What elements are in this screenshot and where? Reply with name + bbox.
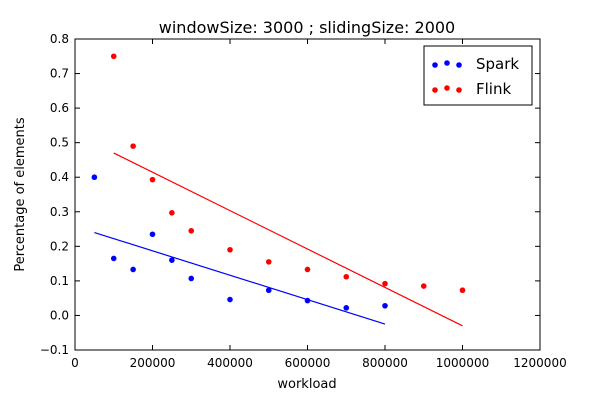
spark-point — [265, 287, 272, 294]
y-tick-label: −0.1 — [40, 343, 69, 357]
flink-point — [227, 246, 233, 253]
spark-point — [130, 266, 136, 273]
y-axis-label: Percentage of elements — [13, 117, 28, 272]
flink-fit-line — [113, 152, 463, 327]
legend-spark-marker — [456, 62, 462, 68]
flink-point — [149, 176, 156, 183]
legend-spark-marker — [444, 60, 450, 66]
legend-box — [423, 45, 533, 106]
x-axis-label: workload — [277, 377, 336, 392]
spark-point — [110, 255, 117, 262]
x-tick-label: 600000 — [285, 356, 331, 370]
flink-point — [188, 227, 195, 234]
y-tick-label: 0.2 — [50, 239, 69, 253]
y-tick-label: 0.1 — [50, 274, 69, 288]
flink-point — [110, 53, 117, 60]
x-tick-label: 400000 — [207, 356, 253, 370]
legend-spark-label: Spark — [476, 55, 519, 73]
legend-spark-marker — [432, 62, 438, 68]
legend-flink-marker — [432, 87, 438, 93]
y-tick-label: 0.3 — [50, 205, 69, 219]
series-flink — [110, 53, 466, 327]
spark-point — [304, 297, 311, 304]
spark-point — [91, 174, 98, 181]
y-tick-label: 0.8 — [50, 32, 69, 46]
flink-point — [130, 143, 136, 149]
x-tick-label: 1200000 — [513, 356, 566, 370]
spark-fit-line — [94, 231, 386, 325]
spark-point — [227, 296, 233, 303]
axis-ticks: 0 200000 400000 600000 800000 1000000 1200000 −… — [40, 32, 567, 370]
spark-point — [169, 257, 175, 263]
y-tick-label: 0.6 — [50, 101, 69, 115]
legend-flink-marker — [456, 87, 462, 93]
data-series — [91, 53, 466, 327]
spark-point — [188, 275, 195, 282]
spark-point — [149, 231, 156, 238]
legend: Spark Flink — [423, 45, 533, 106]
chart-title: windowSize: 3000 ; slidingSize: 2000 — [159, 18, 455, 37]
y-tick-label: 0.4 — [50, 170, 69, 184]
flink-point — [382, 280, 388, 287]
flink-point — [169, 210, 175, 216]
y-tick-label: 0.0 — [50, 308, 69, 322]
series-spark — [91, 174, 388, 325]
x-tick-label: 0 — [71, 356, 79, 370]
flink-point — [343, 273, 350, 280]
flink-point — [265, 259, 272, 265]
flink-point — [459, 287, 466, 294]
plot-frame — [74, 38, 541, 351]
y-tick-label: 0.7 — [50, 67, 69, 81]
legend-flink-label: Flink — [476, 80, 511, 98]
y-tick-label: 0.5 — [50, 136, 69, 150]
spark-point — [382, 302, 388, 309]
x-tick-label: 200000 — [130, 356, 176, 370]
x-tick-label: 800000 — [362, 356, 408, 370]
flink-point — [420, 283, 427, 289]
x-tick-label: 1000000 — [436, 356, 489, 370]
spark-point — [343, 305, 350, 311]
flink-point — [304, 266, 311, 273]
legend-flink-marker — [444, 85, 450, 91]
